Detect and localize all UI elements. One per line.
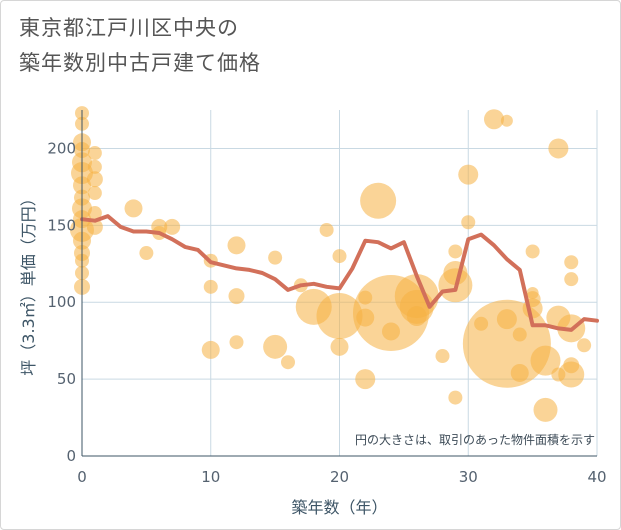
bubble-point	[228, 288, 245, 305]
bubble-point	[86, 218, 103, 235]
bubble-point	[87, 206, 102, 221]
bubble-point	[86, 171, 103, 188]
bubble-point	[227, 236, 246, 255]
bubble-point	[139, 246, 154, 261]
bubble-point	[564, 255, 579, 270]
bubble-point	[332, 249, 347, 264]
bubble-point	[319, 222, 334, 237]
title-line-2: 築年数別中古戸建て価格	[19, 51, 261, 75]
bubble-point	[461, 215, 476, 230]
bubble-point	[201, 340, 220, 359]
bubble-point	[316, 293, 363, 340]
bubble-point	[548, 138, 569, 159]
grid-lines	[82, 110, 598, 456]
bubble-point	[526, 286, 539, 299]
x-axis-title: 築年数（年）	[291, 498, 387, 517]
y-tick-label: 50	[57, 370, 76, 388]
tick-labels: 0 10 20 30 40 0 50 100 150 200	[47, 139, 606, 486]
y-tick-label: 0	[66, 447, 76, 465]
bubble-point	[458, 164, 479, 185]
bubble-point	[87, 146, 102, 161]
bubble-point	[87, 159, 102, 174]
x-tick-label: 10	[201, 468, 220, 486]
bubble-point	[87, 186, 102, 201]
bubble-point	[355, 369, 376, 390]
bubble-point	[462, 299, 551, 388]
size-annotation: 円の大きさは、取引のあった物件面積を示す	[355, 432, 595, 447]
bubble-point	[496, 309, 517, 330]
bubble-point	[510, 363, 529, 382]
bubble-point	[512, 327, 527, 342]
bubble-point	[268, 250, 283, 265]
y-tick-label: 200	[47, 139, 76, 157]
axes	[81, 110, 597, 457]
bubble-point	[229, 335, 244, 350]
y-tick-label: 150	[47, 216, 76, 234]
x-tick-label: 30	[459, 468, 478, 486]
bubble-point	[203, 279, 218, 294]
x-tick-label: 20	[330, 468, 349, 486]
bubble-point	[330, 337, 349, 356]
title-line-1: 東京都江戸川区中央の	[19, 16, 239, 40]
bubble-point	[500, 114, 513, 127]
bubble-point	[448, 244, 463, 259]
bubble-point	[164, 218, 181, 235]
bubble-point	[558, 361, 585, 388]
chart-title: 東京都江戸川区中央の 築年数別中古戸建て価格	[19, 11, 261, 81]
bubble-point	[525, 244, 540, 259]
bubble-point	[533, 397, 558, 422]
y-axis-title: 坪（3.3㎡）単価（万円）	[19, 190, 38, 375]
bubble-point	[263, 334, 288, 359]
bubble-point	[577, 338, 592, 353]
bubble-point	[124, 199, 143, 218]
bubble-point	[530, 345, 561, 376]
bubble-point	[281, 355, 295, 370]
x-tick-label: 0	[77, 468, 87, 486]
bubble-point	[448, 390, 463, 405]
average-price-line	[80, 214, 599, 332]
x-tick-label: 40	[587, 468, 606, 486]
bubble-point	[564, 272, 579, 287]
line-layer	[80, 214, 599, 332]
bubble-point	[435, 349, 450, 364]
bubble-point	[360, 182, 397, 219]
bubble-point	[484, 109, 504, 130]
bubble-point	[382, 322, 400, 341]
bubble-point	[406, 306, 427, 327]
y-tick-label: 100	[47, 293, 76, 311]
